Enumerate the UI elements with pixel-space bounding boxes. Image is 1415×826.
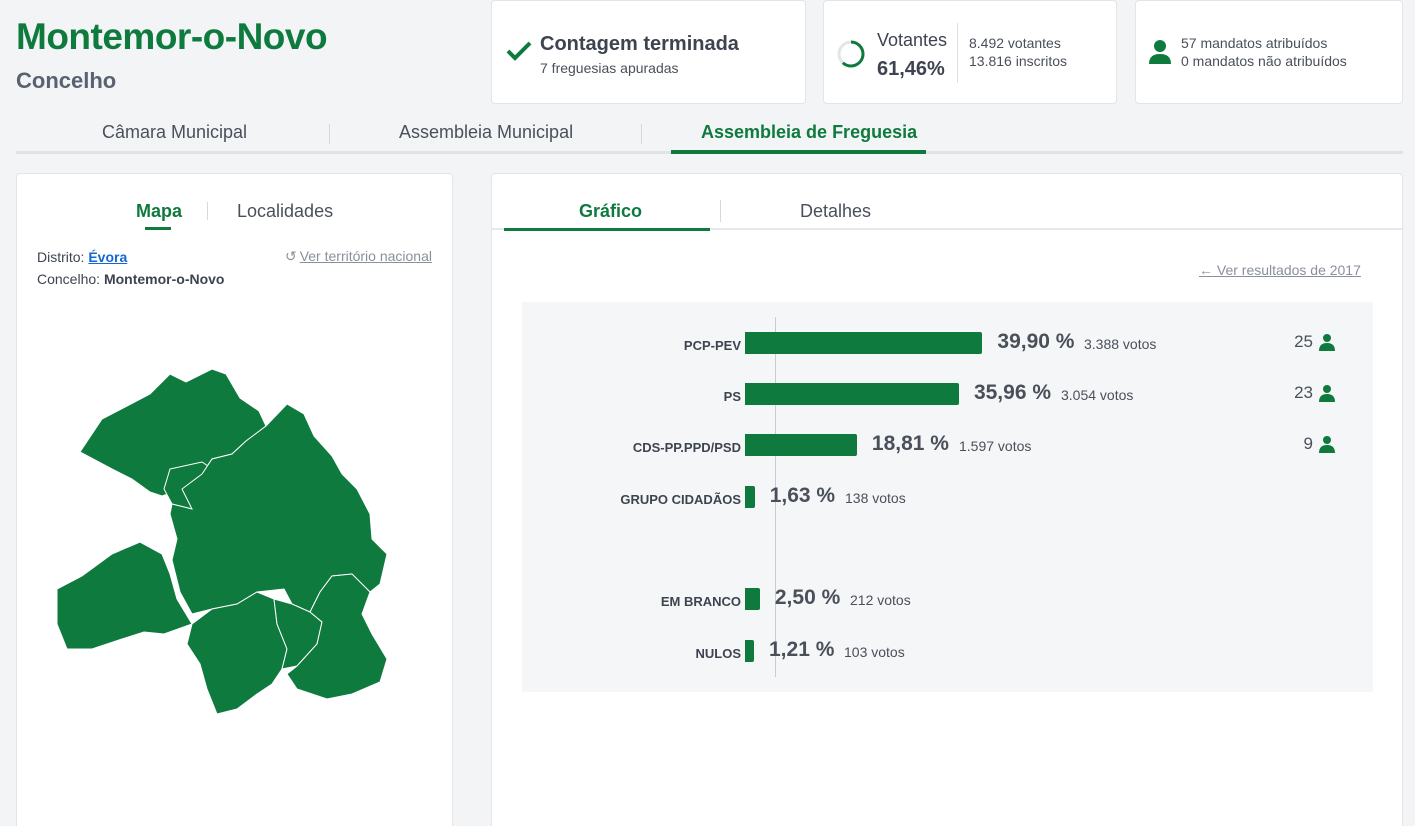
election-tabs: Câmara Municipal Assembleia Municipal As… <box>16 118 1403 154</box>
tabs-baseline <box>492 228 1404 230</box>
result-bar <box>745 640 754 662</box>
tab-camara-municipal[interactable]: Câmara Municipal <box>102 122 248 142</box>
map-parish-southwest[interactable] <box>186 591 288 715</box>
chart-row: CDS-PP.PPD/PSD 18,81 % 1.597 votos 9 <box>522 432 1373 462</box>
percent-label: 1,21 % <box>769 638 835 661</box>
party-label: PS <box>723 389 741 404</box>
votes-label: 138 votos <box>845 490 906 506</box>
chart-row: PCP-PEV 39,90 % 3.388 votos 25 <box>522 330 1373 360</box>
person-icon <box>1149 40 1171 64</box>
chart-row: GRUPO CIDADÃOS 1,63 % 138 votos <box>522 484 1373 514</box>
turnout-percent: 61,46% <box>877 58 945 80</box>
turnout-ring-icon <box>837 40 865 68</box>
tab-assembleia-municipal[interactable]: Assembleia Municipal <box>399 122 574 142</box>
county-info: Concelho: Montemor-o-Novo <box>37 271 224 287</box>
result-bar <box>745 332 983 354</box>
seats-unassigned: 0 mandatos não atribuídos <box>1181 53 1347 69</box>
votes-label: 103 votos <box>844 644 905 660</box>
tab-mapa[interactable]: Mapa <box>136 201 183 221</box>
status-detail: 7 freguesias apuradas <box>540 60 679 76</box>
tab-grafico[interactable]: Gráfico <box>579 201 643 221</box>
party-label: PCP-PEV <box>683 338 741 353</box>
page-title: Montemor-o-Novo <box>16 16 328 57</box>
seats-assigned: 57 mandatos atribuídos <box>1181 35 1328 51</box>
tab-separator <box>207 202 208 220</box>
map-parish-southeast[interactable] <box>286 573 388 700</box>
turnout-divider <box>957 23 958 83</box>
seats-count: 25 <box>1294 332 1313 351</box>
result-bar <box>745 486 755 508</box>
votes-label: 3.054 votos <box>1061 387 1134 403</box>
tab-separator <box>641 124 642 144</box>
turnout-card: Votantes 61,46% 8.492 votantes 13.816 in… <box>823 0 1117 104</box>
votes-label: 212 votos <box>850 592 911 608</box>
percent-label: 1,63 % <box>769 484 836 507</box>
results-chart: PCP-PEV 39,90 % 3.388 votos 25 PS 35,96 % 3.05… <box>522 302 1373 692</box>
percent-label: 35,96 % <box>973 381 1052 404</box>
chart-row: EM BRANCO 2,50 % 212 votos <box>522 586 1373 616</box>
chart-axis <box>775 317 776 677</box>
result-bar <box>745 588 760 610</box>
seats-card: 57 mandatos atribuídos 0 mandatos não at… <box>1135 0 1403 104</box>
county-label: Concelho: <box>37 271 101 287</box>
party-label: GRUPO CIDADÃOS <box>620 492 741 507</box>
party-label: NULOS <box>695 646 742 661</box>
results-panel: Gráfico Detalhes ← Ver resultados de 201… <box>491 173 1404 826</box>
previous-results-link[interactable]: ← Ver resultados de 2017 <box>1199 262 1361 278</box>
status-title: Contagem terminada <box>540 33 739 55</box>
arrow-left-icon: ← <box>1199 262 1217 278</box>
county-map[interactable] <box>52 364 422 734</box>
map-parish-west[interactable] <box>56 541 193 650</box>
percent-label: 2,50 % <box>774 586 841 609</box>
registered-count: 13.816 inscritos <box>969 53 1068 69</box>
chart-row: NULOS 1,21 % 103 votos <box>522 638 1373 668</box>
previous-results-label: Ver resultados de 2017 <box>1216 262 1361 278</box>
district-link[interactable]: Évora <box>88 249 128 265</box>
tab-detalhes[interactable]: Detalhes <box>800 201 872 221</box>
district-info: Distrito: Évora <box>37 249 127 265</box>
person-icon <box>1319 436 1335 453</box>
district-label: Distrito: <box>37 249 85 265</box>
tab-assembleia-freguesia[interactable]: Assembleia de Freguesia <box>701 122 918 142</box>
percent-label: 39,90 % <box>997 330 1075 353</box>
seats-count: 23 <box>1294 383 1313 402</box>
reset-territory-link[interactable]: ↺ Ver território nacional <box>285 248 432 265</box>
votes-label: 3.388 votos <box>1084 336 1157 352</box>
check-icon <box>506 41 532 61</box>
county-value: Montemor-o-Novo <box>103 271 225 287</box>
status-card: Contagem terminada 7 freguesias apuradas <box>491 0 806 104</box>
result-bar <box>745 383 959 405</box>
person-icon <box>1319 334 1335 351</box>
active-tab-indicator <box>504 228 710 231</box>
active-tab-indicator <box>671 150 926 154</box>
tab-separator <box>329 124 330 144</box>
active-tab-indicator <box>145 227 171 230</box>
map-panel: Mapa Localidades Distrito: Évora Concelh… <box>16 173 453 826</box>
tab-separator <box>720 200 721 222</box>
tab-localidades[interactable]: Localidades <box>237 201 334 221</box>
person-icon <box>1319 385 1335 402</box>
reset-territory-label: Ver território nacional <box>299 248 432 264</box>
chart-row: PS 35,96 % 3.054 votos 23 <box>522 381 1373 411</box>
voters-count: 8.492 votantes <box>969 35 1061 51</box>
result-bar <box>745 434 857 456</box>
votes-label: 1.597 votos <box>959 438 1032 454</box>
page-subtitle: Concelho <box>16 68 117 93</box>
seats-count: 9 <box>1303 434 1313 453</box>
undo-icon: ↺ <box>284 248 297 264</box>
party-label: CDS-PP.PPD/PSD <box>632 440 741 455</box>
turnout-label: Votantes <box>877 30 948 50</box>
party-label: EM BRANCO <box>660 594 741 609</box>
percent-label: 18,81 % <box>871 432 949 455</box>
